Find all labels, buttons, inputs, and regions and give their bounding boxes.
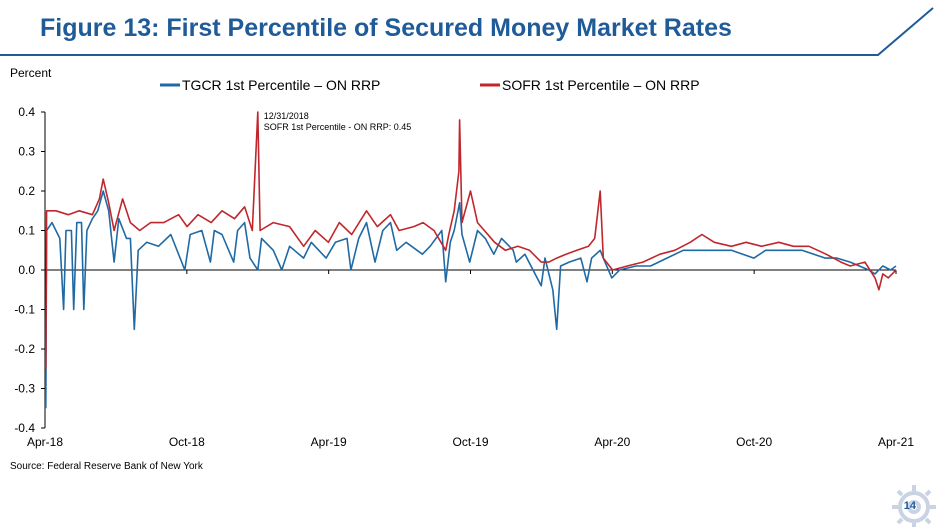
chart-legend: TGCR 1st Percentile – ON RRP SOFR 1st Per… — [160, 77, 700, 93]
x-tick-label: Oct-20 — [736, 435, 772, 449]
page-number: 14 — [903, 500, 916, 512]
chart-axes: Percent0.40.30.20.10.0-0.1-0.2-0.3-0.4Ap… — [10, 66, 914, 449]
source-note: Source: Federal Reserve Bank of New York — [10, 461, 203, 472]
legend-label: SOFR 1st Percentile – ON RRP — [502, 77, 700, 93]
annotation-text: SOFR 1st Percentile - ON RRP: 0.45 — [264, 122, 412, 132]
y-tick-label: 0.2 — [18, 184, 35, 198]
y-tick-label: -0.2 — [14, 342, 35, 356]
gear-icon — [892, 485, 936, 527]
x-tick-label: Apr-20 — [594, 435, 630, 449]
y-tick-label: -0.4 — [14, 421, 35, 435]
legend-label: TGCR 1st Percentile – ON RRP — [182, 77, 380, 93]
y-tick-label: -0.3 — [14, 382, 35, 396]
title-underline — [0, 7, 934, 56]
series-line-sofr — [45, 111, 897, 369]
x-tick-label: Apr-18 — [27, 435, 63, 449]
x-tick-label: Apr-19 — [311, 435, 347, 449]
y-axis-label: Percent — [10, 66, 52, 80]
series-line-tgcr — [45, 190, 897, 409]
y-tick-label: -0.1 — [14, 303, 35, 317]
y-tick-label: 0.1 — [18, 224, 35, 238]
x-tick-label: Oct-19 — [452, 435, 488, 449]
page-title: Figure 13: First Percentile of Secured M… — [40, 14, 732, 42]
chart-series — [45, 111, 897, 409]
x-tick-label: Oct-18 — [169, 435, 205, 449]
y-tick-label: 0.4 — [18, 105, 35, 119]
y-tick-label: 0.3 — [18, 145, 35, 159]
line-chart: Percent0.40.30.20.10.0-0.1-0.2-0.3-0.4Ap… — [10, 66, 914, 449]
y-tick-label: 0.0 — [18, 263, 35, 277]
annotation-text: 12/31/2018 — [264, 111, 309, 121]
x-tick-label: Apr-21 — [878, 435, 914, 449]
